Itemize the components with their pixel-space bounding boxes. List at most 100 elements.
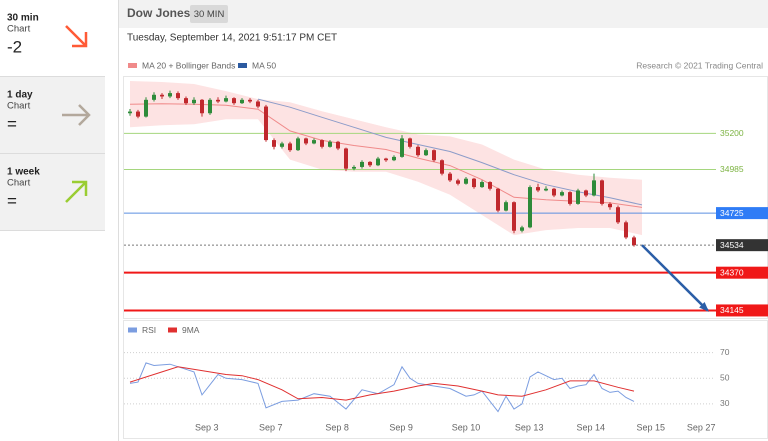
level-label: 34725 [720, 208, 744, 218]
legend-label[interactable]: MA 20 + Bollinger Bands [142, 60, 235, 70]
candle-body [576, 190, 580, 204]
x-tick-label: Sep 7 [259, 422, 283, 432]
candle-body [480, 182, 484, 188]
candle-body [568, 192, 572, 204]
candle-body [416, 146, 420, 156]
card-signal: = [7, 114, 17, 133]
candle-body [360, 161, 364, 167]
candle-body [608, 203, 612, 208]
candle-body [352, 166, 356, 169]
forecast-arrow [641, 244, 709, 312]
x-tick-label: Sep 9 [389, 422, 413, 432]
x-tick-label: Sep 15 [637, 422, 666, 432]
interval-label[interactable]: 30 MIN [194, 9, 225, 20]
legend-swatch[interactable] [168, 327, 177, 333]
candle-body [208, 99, 212, 114]
candle-body [288, 143, 292, 151]
legend-label[interactable]: MA 50 [252, 60, 276, 70]
candle-body [192, 99, 196, 104]
candle-body [408, 138, 412, 147]
legend-label[interactable]: RSI [142, 325, 156, 335]
candle-body [184, 98, 188, 104]
candle-body [328, 141, 332, 147]
candle-body [168, 93, 172, 97]
level-box [716, 207, 768, 220]
candle-body [464, 178, 468, 184]
candle-body [512, 202, 516, 231]
level-label: 34370 [720, 267, 744, 277]
candle-body [224, 98, 228, 102]
legend-swatch[interactable] [128, 327, 137, 333]
candle-body [456, 180, 460, 184]
candle-body [152, 94, 156, 100]
candle-body [392, 156, 396, 161]
candle-body [520, 227, 524, 231]
level-box [716, 304, 768, 317]
card-period: 30 min [7, 13, 39, 24]
candle-body [368, 161, 372, 166]
legend-swatch[interactable] [238, 63, 247, 68]
candle-body [312, 140, 316, 144]
candle-body [240, 99, 244, 104]
legend-label[interactable]: 9MA [182, 325, 200, 335]
candle-body [336, 141, 340, 149]
x-tick-label: Sep 14 [577, 422, 606, 432]
card-label: Chart [7, 24, 31, 35]
candle-body [136, 111, 140, 117]
signal-arrow [65, 180, 88, 203]
candle-body [232, 98, 236, 104]
candle-body [424, 150, 428, 156]
signal-card[interactable] [0, 154, 105, 230]
card-signal: -2 [7, 37, 22, 56]
candle-body [432, 150, 436, 161]
candle-body [472, 178, 476, 188]
candle-body [624, 222, 628, 238]
x-tick-label: Sep 8 [325, 422, 349, 432]
candle-body [344, 148, 348, 169]
candle-body [616, 207, 620, 223]
source: Research © 2021 Trading Central [636, 60, 763, 70]
candle-body [552, 188, 556, 196]
card-signal: = [7, 191, 17, 210]
candle-body [600, 180, 604, 204]
level-box [716, 239, 768, 252]
card-label: Chart [7, 178, 31, 189]
chart-title: Dow Jones [127, 6, 191, 20]
candle-body [376, 158, 380, 166]
plot: MA 20 + Bollinger Bands MA 50 Sep 3 Sep 7 Se… [124, 60, 768, 432]
interval-badge[interactable] [190, 5, 228, 23]
level-label: 35200 [720, 128, 744, 138]
candle-body [272, 140, 276, 147]
card-label: Chart [7, 101, 31, 112]
candle-body [496, 188, 500, 211]
candle-body [320, 140, 324, 147]
candle-body [592, 180, 596, 196]
candle-body [304, 138, 308, 144]
legend-swatch[interactable] [128, 63, 137, 68]
candle-body [280, 143, 284, 147]
card-period: 1 day [7, 90, 33, 101]
level-label: 34534 [720, 240, 744, 250]
x-tick-label: Sep 27 [687, 422, 716, 432]
candle-body [632, 237, 636, 246]
candle-body [200, 99, 204, 114]
candle-body [296, 138, 300, 151]
y-tick-label: 50 [720, 373, 730, 383]
level-label: 34145 [720, 305, 744, 315]
candle-body [488, 182, 492, 189]
candle-body [504, 202, 508, 211]
candle-body [216, 99, 220, 102]
signal-card[interactable] [0, 0, 105, 76]
card-period: 1 week [7, 167, 40, 178]
level-box [716, 266, 768, 279]
x-tick-label: Sep 13 [515, 422, 544, 432]
indicator-line [129, 362, 635, 413]
signal-arrow [65, 25, 88, 48]
y-tick-label: 30 [720, 398, 730, 408]
candle-body [264, 106, 268, 141]
candle-body [128, 111, 132, 114]
indicator-line [129, 366, 635, 401]
subtitle: Tuesday, September 14, 2021 9:51:17 PM C… [127, 33, 337, 44]
